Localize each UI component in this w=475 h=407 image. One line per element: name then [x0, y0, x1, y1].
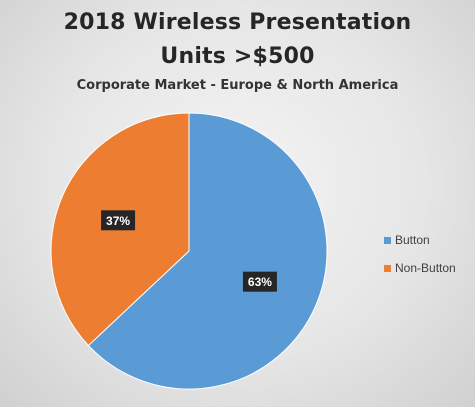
chart-title-line-2: Units >$500	[160, 44, 315, 69]
data-label-text-non-button: 37%	[106, 214, 130, 228]
legend-swatch-non-button	[384, 264, 391, 272]
data-label-box-button	[242, 271, 277, 292]
chart-title-line-1: 2018 Wireless Presentation	[63, 10, 412, 35]
legend-item-non-button: Non-Button	[384, 260, 456, 276]
legend-label-button: Button	[395, 233, 430, 247]
legend-item-button: Button	[384, 232, 456, 248]
legend-swatch-button	[384, 236, 391, 244]
chart-legend: Button Non-Button	[384, 232, 456, 288]
chart-subtitle: Corporate Market - Europe & North Americ…	[76, 78, 399, 93]
data-label-button: 63%	[242, 271, 277, 292]
data-label-text-button: 63%	[248, 275, 272, 289]
pie-slice-button	[87, 112, 328, 390]
legend-label-non-button: Non-Button	[395, 261, 456, 275]
data-label-box-non-button	[101, 210, 136, 231]
data-label-non-button: 37%	[101, 210, 136, 231]
